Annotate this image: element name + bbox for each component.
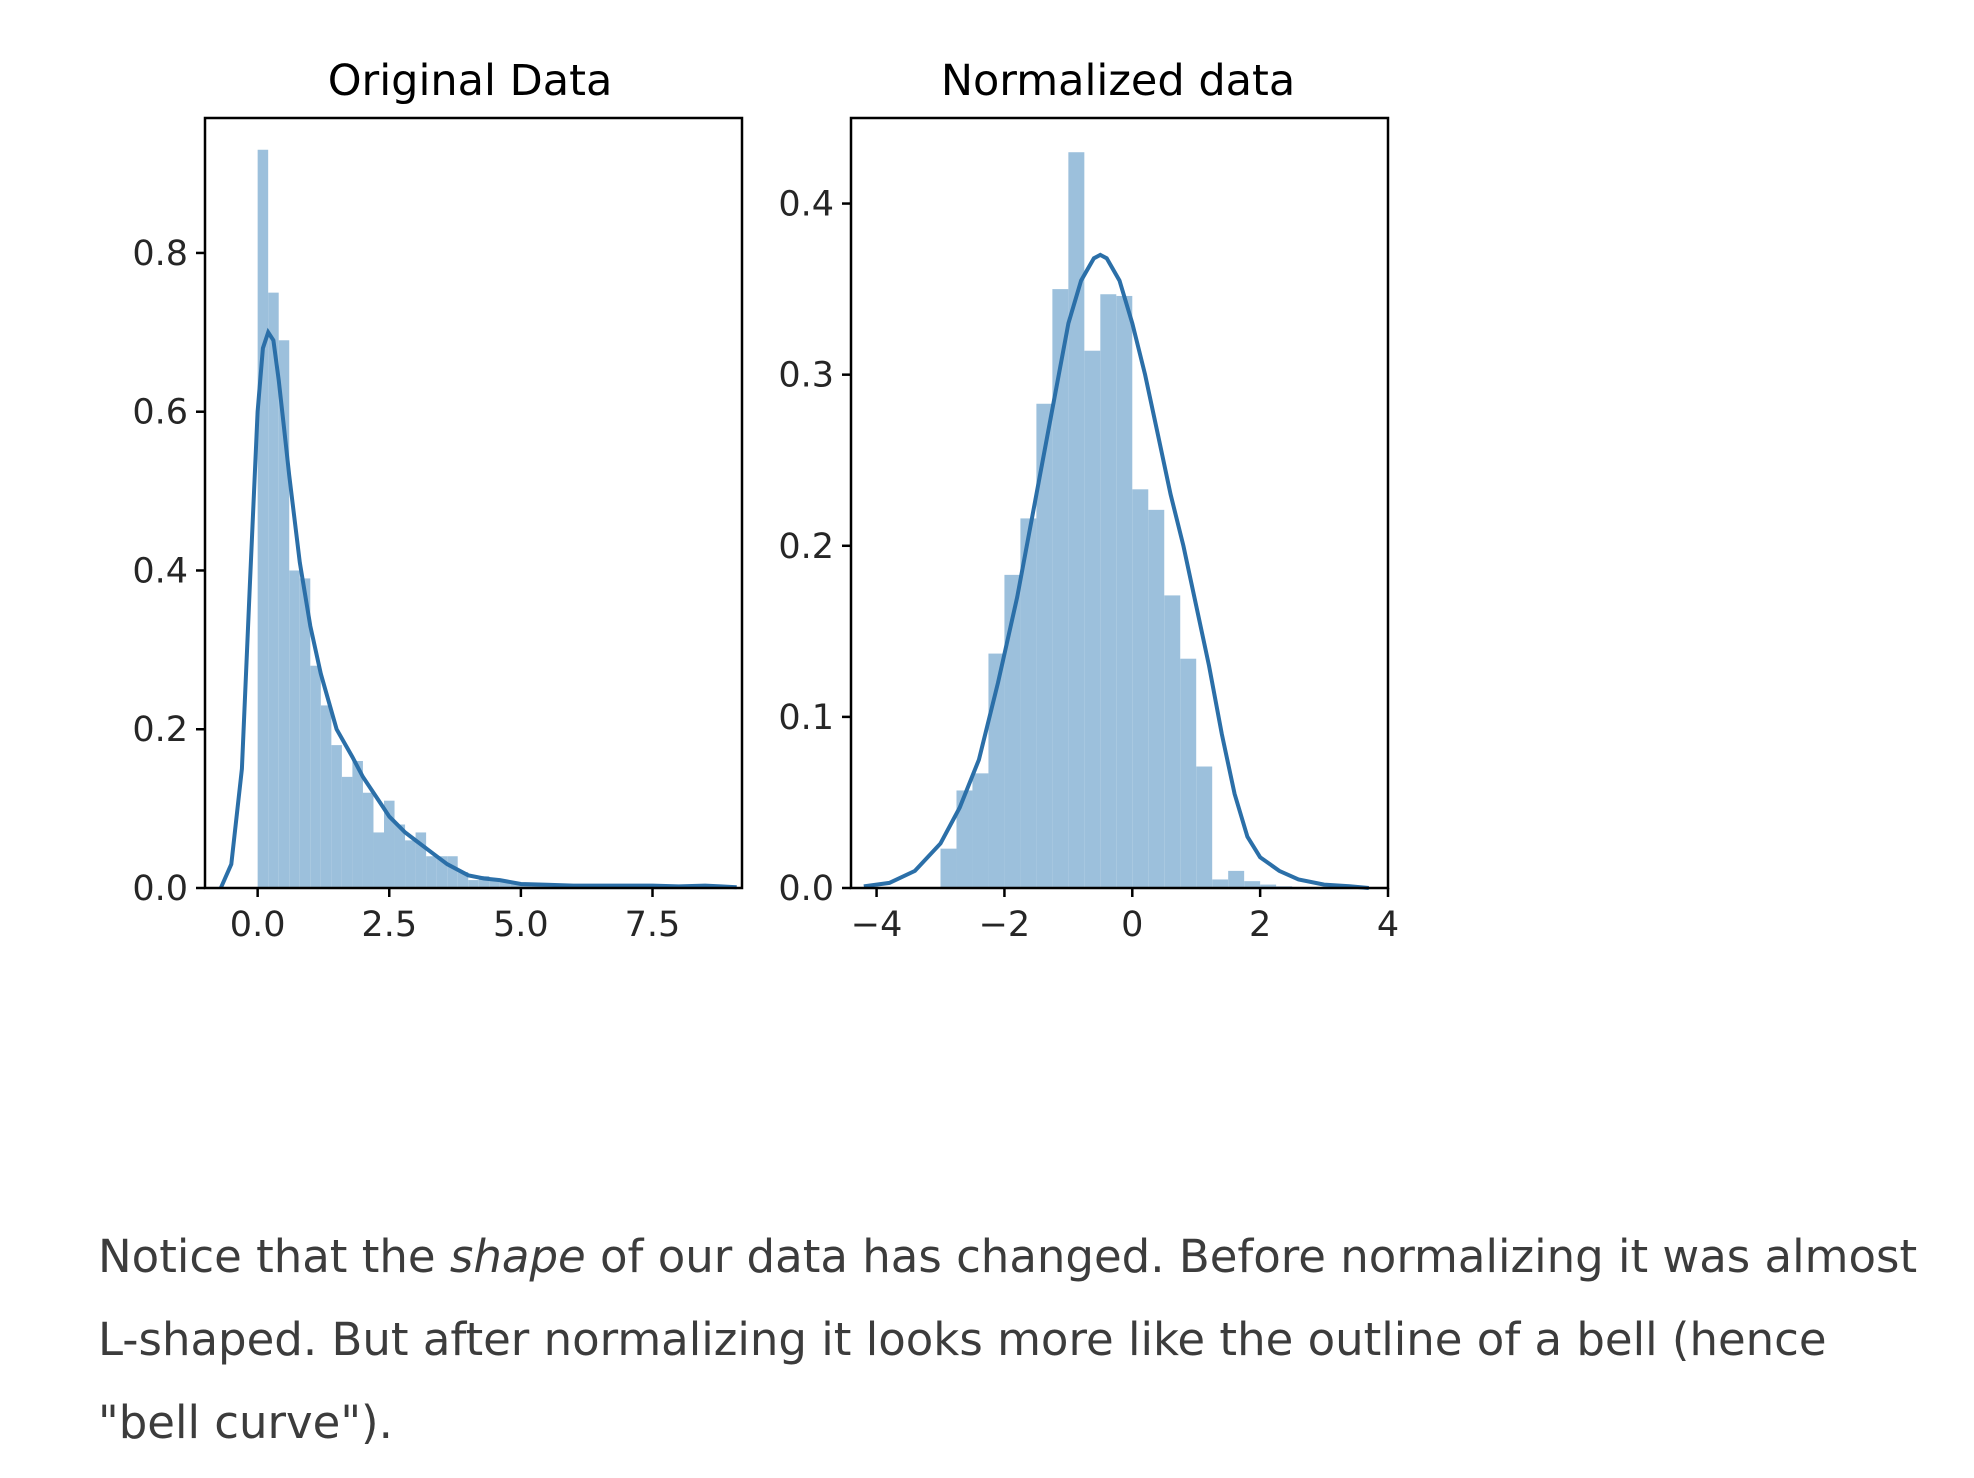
y-tick-label: 0.0 bbox=[132, 869, 188, 909]
histogram-bar bbox=[320, 705, 332, 888]
histogram-bar bbox=[1052, 289, 1069, 889]
histogram-bar bbox=[278, 340, 290, 888]
histogram-bar bbox=[972, 773, 989, 888]
x-tick-label: 2 bbox=[1249, 905, 1271, 945]
y-tick-label: 0.3 bbox=[778, 356, 834, 396]
histogram-bar bbox=[1260, 884, 1277, 888]
histogram-bar bbox=[499, 881, 511, 888]
histogram-bar bbox=[426, 856, 437, 888]
histogram-bar bbox=[1100, 294, 1117, 888]
y-tick-label: 0.1 bbox=[778, 698, 834, 738]
histogram-bar bbox=[1004, 574, 1021, 888]
histogram-bar bbox=[415, 832, 427, 888]
histogram-bar bbox=[956, 790, 973, 888]
y-tick-label: 0.6 bbox=[132, 393, 188, 433]
histogram-bar bbox=[384, 800, 395, 888]
plot-frame bbox=[203, 116, 744, 890]
x-tick-label: 5.0 bbox=[493, 905, 549, 945]
histogram-bar bbox=[1116, 295, 1133, 888]
histogram-bar bbox=[1148, 509, 1165, 888]
kde-curve bbox=[863, 252, 1369, 890]
histogram-bar bbox=[268, 292, 279, 888]
histogram-bar bbox=[1212, 879, 1229, 888]
histogram-bar bbox=[352, 760, 363, 888]
x-tick-label: 4 bbox=[1377, 905, 1399, 945]
histogram-bar bbox=[1228, 870, 1245, 888]
histogram-bar bbox=[310, 665, 321, 888]
x-tick-label: 7.5 bbox=[625, 905, 681, 945]
chart-title: Original Data bbox=[328, 56, 613, 106]
histogram-bar bbox=[289, 570, 300, 888]
histogram-bar bbox=[510, 883, 521, 888]
histogram-bar bbox=[1036, 403, 1053, 888]
y-tick-label: 0.2 bbox=[132, 710, 188, 750]
histogram-bar bbox=[1244, 881, 1261, 888]
histogram-bar bbox=[394, 824, 406, 888]
histogram-bar bbox=[457, 872, 469, 888]
x-tick-label: 0 bbox=[1121, 905, 1143, 945]
histogram-bar bbox=[1084, 350, 1101, 888]
x-tick-label: 0.0 bbox=[230, 905, 286, 945]
y-tick-label: 0.2 bbox=[778, 527, 834, 567]
x-axis-ticks: 0.0 2.5 5.0 7.5 bbox=[230, 888, 681, 945]
histogram-bars bbox=[257, 149, 732, 889]
caption-text-end: of our data has changed. Before normaliz… bbox=[98, 1230, 1918, 1449]
original-data-panel: Original Data 0.0 2.5 5.0 7.5 0.00.20.40.60… bbox=[132, 56, 744, 945]
histogram-bars bbox=[940, 152, 1293, 889]
y-tick-label: 0.4 bbox=[778, 185, 834, 225]
histogram-bar bbox=[1164, 595, 1181, 888]
histogram-bar bbox=[940, 848, 957, 888]
histogram-bar bbox=[468, 880, 479, 888]
normalized-data-panel: Normalized data −4 −2 0 2 4 0.0 0.1 0.2 0.3 0.4 bbox=[778, 56, 1399, 945]
histogram-bar bbox=[447, 856, 458, 888]
y-axis-ticks: 0.0 0.2 0.4 0.6 0.8 bbox=[132, 234, 205, 909]
plot-frame bbox=[849, 116, 1390, 890]
histogram-bar bbox=[405, 840, 416, 888]
caption-text-start: Notice that the bbox=[98, 1230, 450, 1283]
histogram-bar bbox=[373, 832, 384, 888]
y-axis-ticks: 0.0 0.1 0.2 0.3 0.4 bbox=[778, 185, 851, 909]
histogram-bar bbox=[478, 876, 490, 888]
histogram-bar bbox=[489, 880, 500, 888]
chart-title: Normalized data bbox=[941, 56, 1295, 106]
y-tick-label: 0.0 bbox=[778, 869, 834, 909]
histogram-bar bbox=[362, 792, 374, 888]
x-tick-label: −4 bbox=[851, 905, 903, 945]
caption-emphasis: shape bbox=[449, 1230, 586, 1283]
x-axis-ticks: −4 −2 0 2 4 bbox=[851, 888, 1399, 945]
histogram-bar bbox=[341, 776, 353, 888]
x-tick-label: −2 bbox=[979, 905, 1031, 945]
y-tick-label: 0.4 bbox=[132, 551, 188, 591]
caption-paragraph: Notice that the shape of our data has ch… bbox=[98, 1215, 1918, 1464]
histogram-bar bbox=[299, 578, 311, 888]
histogram-bar bbox=[1132, 489, 1149, 888]
histogram-bar bbox=[1020, 518, 1037, 888]
histogram-bar bbox=[1068, 152, 1085, 888]
x-tick-label: 2.5 bbox=[361, 905, 417, 945]
histogram-bar bbox=[331, 745, 342, 888]
histogram-bar bbox=[1196, 766, 1213, 888]
histogram-bar bbox=[436, 856, 448, 888]
histogram-bar bbox=[257, 149, 269, 889]
figure: Original Data 0.0 2.5 5.0 7.5 0.00.20.40.60… bbox=[132, 56, 1399, 945]
histogram-bar bbox=[1180, 658, 1197, 888]
y-tick-label: 0.8 bbox=[132, 234, 188, 274]
kde-curve bbox=[218, 327, 737, 890]
